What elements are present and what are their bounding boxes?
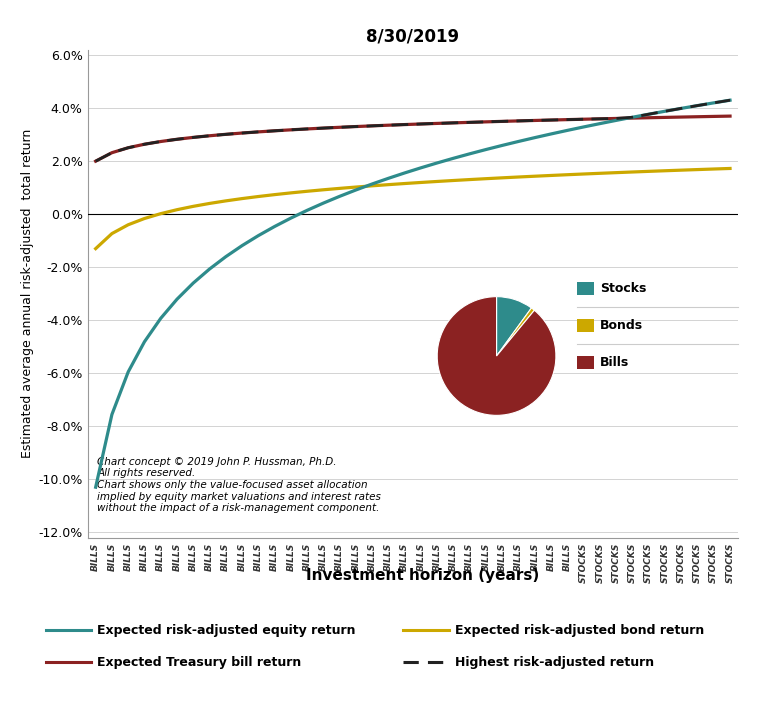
Text: Highest risk-adjusted return: Highest risk-adjusted return bbox=[455, 656, 654, 669]
Y-axis label: Estimated average annual risk-adjusted  total return: Estimated average annual risk-adjusted t… bbox=[21, 129, 34, 459]
Wedge shape bbox=[438, 297, 556, 415]
Text: Expected risk-adjusted bond return: Expected risk-adjusted bond return bbox=[455, 624, 705, 637]
Text: Bills: Bills bbox=[600, 356, 629, 369]
Text: Bonds: Bonds bbox=[600, 319, 643, 332]
Wedge shape bbox=[497, 308, 534, 356]
Wedge shape bbox=[496, 297, 531, 356]
Text: Investment horizon (years): Investment horizon (years) bbox=[306, 568, 539, 583]
Text: Chart concept © 2019 John P. Hussman, Ph.D.
All rights reserved.
Chart shows onl: Chart concept © 2019 John P. Hussman, Ph… bbox=[97, 457, 381, 513]
Text: Expected Treasury bill return: Expected Treasury bill return bbox=[97, 656, 301, 669]
Title: 8/30/2019: 8/30/2019 bbox=[366, 28, 460, 46]
Text: Expected risk-adjusted equity return: Expected risk-adjusted equity return bbox=[97, 624, 356, 637]
Text: Stocks: Stocks bbox=[600, 282, 646, 295]
